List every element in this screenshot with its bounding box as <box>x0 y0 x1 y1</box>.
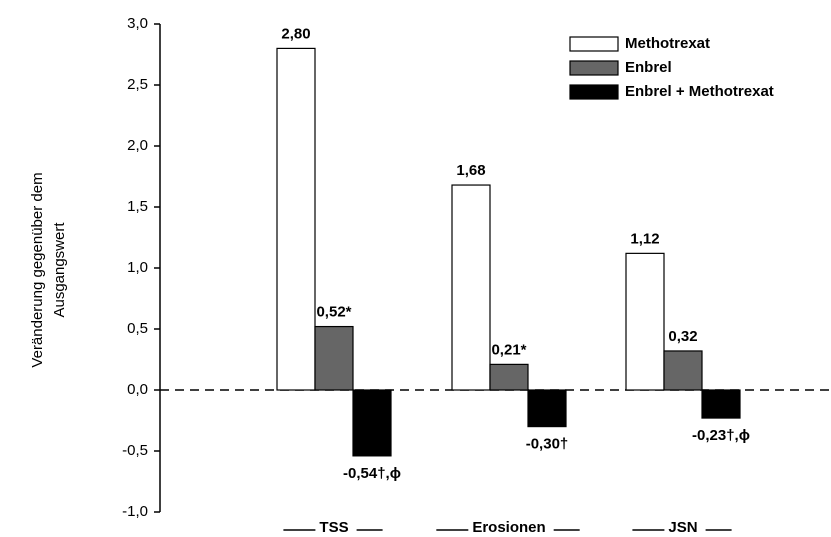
value-label: -0,54†,ϕ <box>343 465 401 482</box>
bar <box>489 363 529 391</box>
y-tick-label: -0,5 <box>122 442 148 459</box>
y-tick-label: 1,5 <box>127 198 148 215</box>
x-tick-label: TSS <box>319 519 348 536</box>
bar <box>451 184 491 391</box>
value-label: -0,30† <box>526 436 569 453</box>
x-tick-label: Erosionen <box>472 519 545 536</box>
bar <box>527 389 567 428</box>
legend-label: Methotrexat <box>625 35 710 52</box>
legend-label: Enbrel <box>625 59 672 76</box>
value-label: 0,21* <box>491 341 526 358</box>
y-axis-label: Veränderung gegenüber dem <box>29 172 46 367</box>
bar <box>314 325 354 391</box>
value-label: 1,68 <box>456 162 485 179</box>
value-label: 2,80 <box>281 25 310 42</box>
value-label: 0,32 <box>668 328 697 345</box>
legend-label: Enbrel + Methotrexat <box>625 83 774 100</box>
y-tick-label: 1,0 <box>127 259 148 276</box>
bar <box>352 389 392 457</box>
y-tick-label: 0,0 <box>127 381 148 398</box>
y-tick-label: 0,5 <box>127 320 148 337</box>
y-tick-label: -1,0 <box>122 503 148 520</box>
bar <box>701 389 741 419</box>
bar <box>276 47 316 391</box>
bar <box>625 252 665 391</box>
y-tick-label: 2,0 <box>127 137 148 154</box>
value-label: 0,52* <box>316 304 351 321</box>
value-label: -0,23†,ϕ <box>692 427 750 444</box>
bar <box>663 350 703 391</box>
y-tick-label: 3,0 <box>127 15 148 32</box>
value-label: 1,12 <box>630 230 659 247</box>
legend-swatch <box>569 60 619 76</box>
legend-swatch <box>569 84 619 100</box>
legend-swatch <box>569 36 619 52</box>
x-tick-label: JSN <box>668 519 697 536</box>
y-axis-label: Ausgangswert <box>51 222 68 318</box>
y-tick-label: 2,5 <box>127 76 148 93</box>
